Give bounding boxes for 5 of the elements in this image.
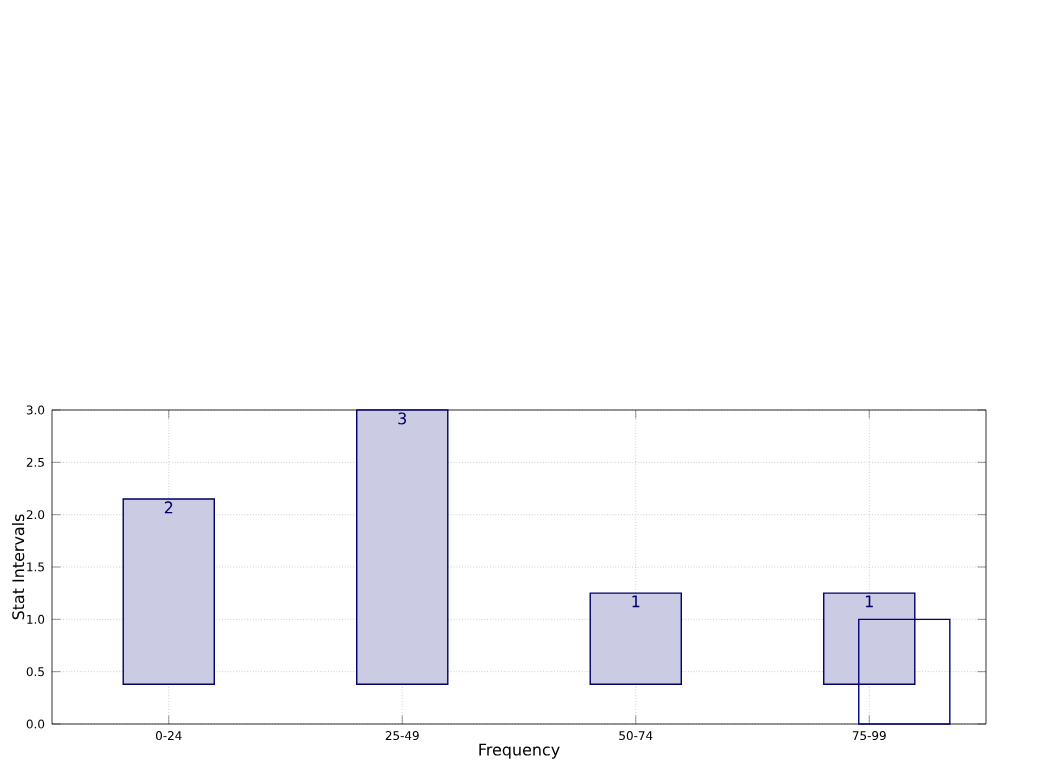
bar xyxy=(823,592,916,685)
bar xyxy=(356,409,449,685)
bar xyxy=(589,592,682,685)
bar xyxy=(858,618,951,725)
bar xyxy=(122,498,215,685)
